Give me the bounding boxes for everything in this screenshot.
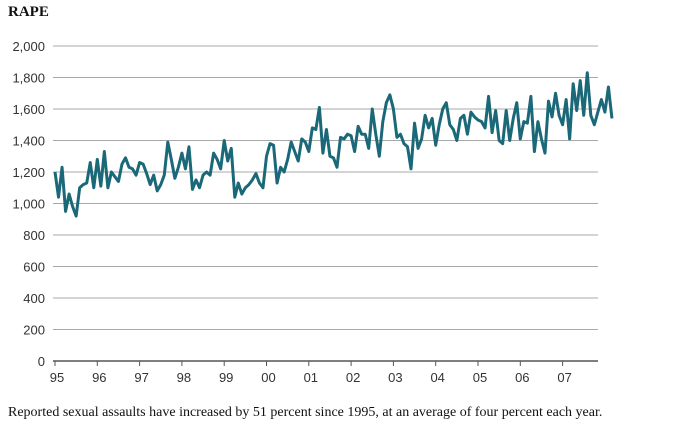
y-tick-label: 600: [23, 260, 45, 275]
chart-title: RAPE: [8, 4, 49, 20]
series-line: [53, 71, 614, 218]
x-axis: [53, 360, 598, 366]
x-tick-label: 06: [515, 370, 529, 385]
y-tick-label: 800: [23, 228, 45, 243]
y-tick-label: 2,000: [12, 39, 45, 54]
y-tick-label: 0: [38, 354, 45, 369]
y-tick-label: 1,800: [12, 71, 45, 86]
y-axis-tick-labels: 0 200 400 600 800 1,000 1,200 1,400 1,600 1,800 2,…: [12, 39, 45, 369]
chart-caption: Reported sexual assaults have increased …: [8, 405, 603, 420]
x-tick-label: 96: [92, 370, 106, 385]
y-tick-label: 400: [23, 291, 45, 306]
gridlines: [53, 45, 598, 330]
x-tick-label: 05: [473, 370, 487, 385]
x-axis-tick-labels: 95 96 97 98 99 00 01 02 03 04 05 06 07: [50, 370, 572, 385]
x-tick-label: 07: [557, 370, 571, 385]
x-tick-label: 95: [50, 370, 64, 385]
y-tick-label: 200: [23, 323, 45, 338]
x-tick-label: 02: [346, 370, 360, 385]
x-tick-label: 99: [219, 370, 233, 385]
x-tick-label: 01: [304, 370, 318, 385]
line-chart: 02004006008001,0001,2001,4001,6001,8002,…: [12, 39, 614, 385]
x-tick-label: 98: [177, 370, 191, 385]
x-tick-label: 00: [261, 370, 275, 385]
x-tick-label: 03: [388, 370, 402, 385]
y-tick-label: 1,000: [12, 197, 45, 212]
y-tick-label: 1,400: [12, 134, 45, 149]
y-tick-label: 1,600: [12, 102, 45, 117]
x-tick-label: 97: [134, 370, 148, 385]
x-tick-label: 04: [430, 370, 444, 385]
y-tick-label: 1,200: [12, 165, 45, 180]
